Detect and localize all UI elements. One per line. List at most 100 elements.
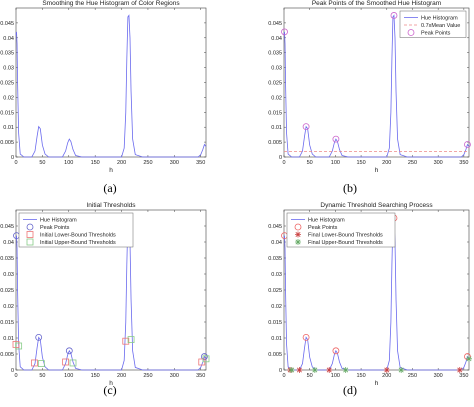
x-tick-label: 300 — [434, 160, 443, 166]
legend-label: Initial Lower-Bound Thresholds — [40, 233, 116, 239]
y-tick-label: 0.005 — [0, 140, 14, 146]
y-tick-label: 0.04 — [271, 36, 282, 42]
legend-marker — [26, 223, 34, 231]
series-line-0 — [15, 216, 207, 371]
y-tick-label: 0.03 — [271, 272, 282, 278]
x-tick-label: 100 — [64, 160, 73, 166]
x-tick-label: 200 — [117, 373, 126, 379]
marker-2 — [311, 367, 318, 373]
chart-panel-2: Initial Thresholds 0 50 100 150 200 250 300 350 0… — [0, 202, 210, 387]
caption-c: (c) — [103, 383, 117, 397]
marker-2 — [202, 355, 210, 363]
legend-marker — [295, 231, 301, 238]
legend-label: Final Lower-Bound Thresholds — [308, 233, 383, 239]
legend-marker — [295, 239, 301, 245]
y-tick-label: 0 — [11, 155, 14, 161]
y-tick-label: 0.045 — [268, 21, 282, 27]
y-tick-label: 0.015 — [268, 110, 282, 116]
x-tick-label: 200 — [382, 160, 391, 166]
x-tick-label: 0 — [14, 160, 17, 166]
legend-marker — [407, 29, 415, 36]
x-tick-label: 250 — [143, 373, 152, 379]
y-tick-label: 0.02 — [271, 304, 282, 310]
x-tick-label: 50 — [307, 373, 313, 379]
legend-label: Peak Points — [40, 225, 70, 231]
marker-0 — [65, 347, 73, 355]
marker-2 — [127, 336, 135, 344]
plot-area — [15, 7, 207, 158]
marker-0 — [390, 12, 398, 19]
legend-label: Hue Histogram — [40, 218, 77, 224]
x-tick-label: 350 — [196, 373, 205, 379]
marker-0 — [302, 333, 310, 341]
x-tick-label: 350 — [459, 373, 468, 379]
legend-box — [399, 10, 467, 38]
x-tick-label: 100 — [331, 160, 340, 166]
y-tick-label: 0.01 — [3, 336, 14, 342]
chart-title: Smoothing the Hue Histogram of Color Reg… — [42, 0, 180, 7]
marker-1 — [122, 337, 130, 345]
legend-label: Hue Histogram — [421, 16, 458, 22]
x-tick-label: 300 — [170, 160, 179, 166]
caption-a: (a) — [103, 181, 117, 195]
caption-d: (d) — [343, 383, 357, 397]
y-tick-label: 0.025 — [0, 288, 14, 294]
x-tick-label: 0 — [282, 160, 285, 166]
x-tick-label: 150 — [91, 373, 100, 379]
x-tick-label: 150 — [356, 160, 365, 166]
x-tick-label: 250 — [408, 160, 417, 166]
x-tick-label: 0 — [14, 373, 17, 379]
legend-label: Peak Points — [421, 31, 451, 37]
series-line-0 — [15, 14, 207, 158]
legend-label: Final Upper-Bound Thresholds — [308, 240, 383, 246]
y-tick-label: 0.045 — [268, 224, 282, 230]
marker-2 — [466, 355, 472, 362]
y-tick-label: 0 — [279, 368, 282, 374]
y-tick-label: 0.04 — [3, 36, 14, 42]
x-tick-label: 50 — [39, 373, 45, 379]
marker-2 — [342, 367, 349, 373]
y-tick-label: 0.02 — [3, 304, 14, 310]
x-tick-label: 150 — [91, 160, 100, 166]
y-tick-label: 0.02 — [271, 95, 282, 101]
x-tick-label: 200 — [382, 373, 391, 379]
marker-1 — [62, 358, 70, 366]
legend-marker — [26, 231, 34, 238]
x-tick-label: 250 — [408, 373, 417, 379]
legend-label: 0.7xMean Value — [421, 23, 460, 29]
legend-marker — [26, 238, 34, 246]
legend-label: Peak Points — [308, 225, 338, 231]
x-tick-label: 250 — [143, 160, 152, 166]
marker-2 — [15, 342, 23, 350]
marker-2 — [288, 367, 295, 373]
y-tick-label: 0.005 — [268, 352, 282, 358]
x-tick-label: 300 — [434, 373, 443, 379]
x-axis-label: h — [109, 167, 113, 174]
chart-panel-3: Dynamic Threshold Searching Process 0 50 10… — [268, 202, 472, 387]
legend-box — [286, 212, 396, 248]
x-axis-label: h — [375, 167, 379, 174]
chart-panel-1: Peak Points of the Smoothed Hue Histogra… — [268, 0, 471, 174]
y-tick-label: 0.015 — [0, 320, 14, 326]
y-tick-label: 0.04 — [3, 240, 14, 246]
y-tick-label: 0.015 — [0, 110, 14, 116]
y-tick-label: 0.01 — [271, 336, 282, 342]
x-tick-label: 100 — [331, 373, 340, 379]
marker-1 — [456, 367, 463, 373]
marker-0 — [302, 123, 310, 131]
y-tick-label: 0.025 — [268, 81, 282, 87]
x-axis-label: h — [375, 380, 379, 387]
legend-label: Hue Histogram — [308, 218, 345, 224]
marker-2 — [37, 360, 45, 368]
y-tick-label: 0 — [279, 155, 282, 161]
y-tick-label: 0 — [11, 368, 14, 374]
y-tick-label: 0.01 — [3, 125, 14, 131]
x-tick-label: 50 — [39, 160, 45, 166]
marker-1 — [326, 367, 333, 373]
x-tick-label: 150 — [356, 373, 365, 379]
y-tick-label: 0.035 — [268, 256, 282, 262]
marker-1 — [296, 367, 303, 373]
